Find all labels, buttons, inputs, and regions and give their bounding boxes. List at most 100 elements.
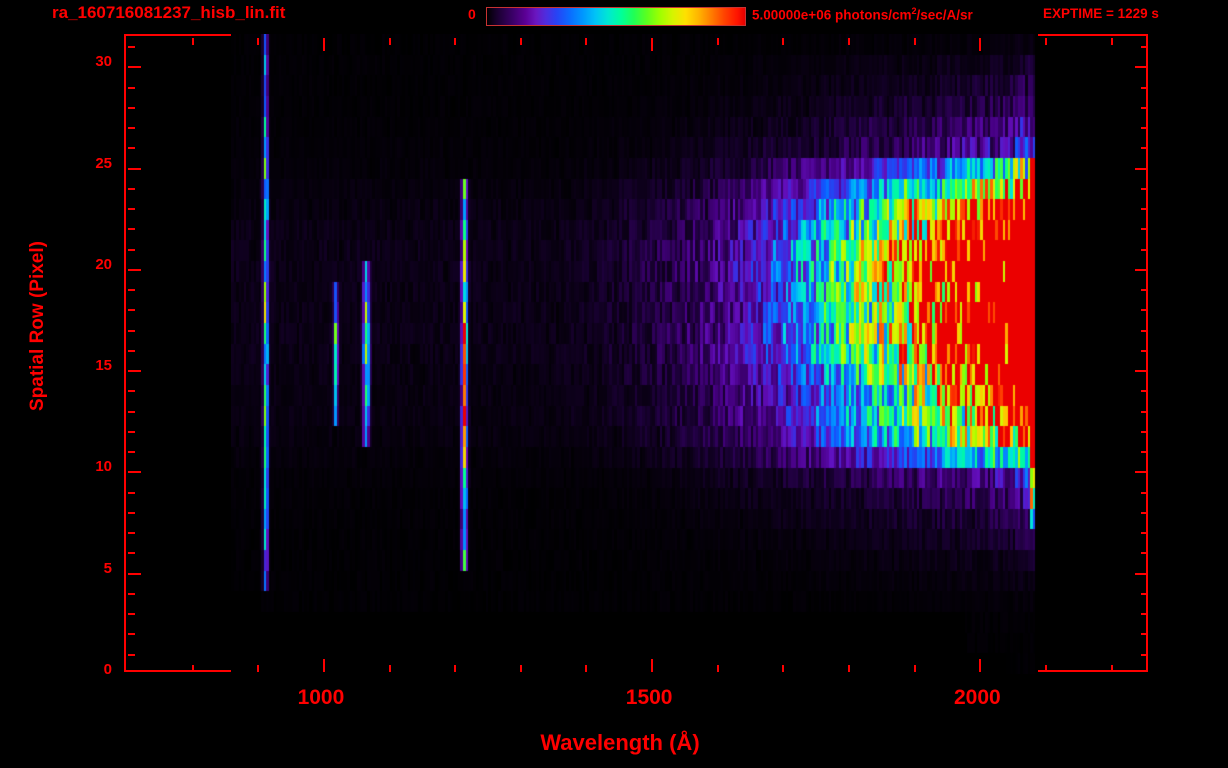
x-minor-tick <box>454 665 456 672</box>
x-major-tick <box>979 659 981 672</box>
x-minor-tick-top <box>1045 38 1047 45</box>
y-minor-tick-right <box>1141 309 1148 311</box>
y-major-tick-right <box>1135 471 1148 473</box>
x-minor-tick <box>1045 665 1047 672</box>
file-title: ra_160716081237_hisb_lin.fit <box>52 3 286 22</box>
y-minor-tick-right <box>1141 431 1148 433</box>
y-minor-tick <box>128 512 135 514</box>
y-tick-label: 10 <box>95 458 112 476</box>
x-minor-tick <box>717 665 719 672</box>
y-minor-tick <box>128 46 135 48</box>
y-minor-tick-right <box>1141 208 1148 210</box>
x-minor-tick-top <box>848 38 850 45</box>
y-minor-tick <box>128 492 135 494</box>
y-minor-tick-right <box>1141 188 1148 190</box>
y-minor-tick <box>128 532 135 534</box>
y-minor-tick-right <box>1141 147 1148 149</box>
x-minor-tick-top <box>914 38 916 45</box>
x-minor-tick <box>1111 665 1113 672</box>
y-minor-tick-right <box>1141 350 1148 352</box>
y-minor-tick-right <box>1141 451 1148 453</box>
y-minor-tick <box>128 289 135 291</box>
colorbar-units-pre: photons/cm <box>831 7 912 23</box>
y-minor-tick <box>128 330 135 332</box>
y-minor-tick-right <box>1141 249 1148 251</box>
y-minor-tick-right <box>1141 654 1148 656</box>
x-major-tick-top <box>979 38 981 51</box>
x-minor-tick-top <box>717 38 719 45</box>
y-minor-tick <box>128 431 135 433</box>
x-minor-tick-top <box>585 38 587 45</box>
y-minor-tick-right <box>1141 633 1148 635</box>
colorbar-gradient <box>486 7 746 26</box>
y-minor-tick-right <box>1141 492 1148 494</box>
y-minor-tick <box>128 147 135 149</box>
heatmap-data-region <box>231 34 1038 674</box>
x-major-tick-top <box>323 38 325 51</box>
y-minor-tick <box>128 633 135 635</box>
x-minor-tick <box>192 665 194 672</box>
y-minor-tick <box>128 350 135 352</box>
x-tick-label: 2000 <box>953 686 1001 709</box>
y-major-tick <box>128 370 141 372</box>
x-major-tick <box>323 659 325 672</box>
y-tick-label: 20 <box>95 255 112 273</box>
heatmap-canvas <box>231 34 1038 674</box>
x-minor-tick-top <box>257 38 259 45</box>
y-minor-tick <box>128 87 135 89</box>
y-major-tick <box>128 269 141 271</box>
y-minor-tick <box>128 552 135 554</box>
colorbar-units-post: /sec/A/sr <box>916 7 973 23</box>
y-major-tick-right <box>1135 168 1148 170</box>
y-major-tick-right <box>1135 573 1148 575</box>
colorbar-min-label: 0 <box>468 6 476 22</box>
exposure-time-label: EXPTIME = 1229 s <box>1043 6 1159 21</box>
y-minor-tick-right <box>1141 289 1148 291</box>
colorbar-units-exponent: 2 <box>911 6 917 16</box>
x-axis-title: Wavelength (Å) <box>540 730 700 755</box>
y-minor-tick-right <box>1141 87 1148 89</box>
y-major-tick <box>128 573 141 575</box>
y-minor-tick <box>128 451 135 453</box>
x-minor-tick <box>585 665 587 672</box>
y-minor-tick-right <box>1141 512 1148 514</box>
y-minor-tick-right <box>1141 593 1148 595</box>
y-minor-tick <box>128 593 135 595</box>
x-minor-tick <box>257 665 259 672</box>
x-minor-tick-top <box>389 38 391 45</box>
y-minor-tick-right <box>1141 228 1148 230</box>
y-minor-tick <box>128 411 135 413</box>
x-minor-tick <box>782 665 784 672</box>
y-tick-label: 0 <box>103 661 112 678</box>
y-tick-label: 30 <box>95 53 112 71</box>
y-minor-tick-right <box>1141 390 1148 392</box>
x-minor-tick <box>389 665 391 672</box>
y-minor-tick-right <box>1141 613 1148 615</box>
y-minor-tick-right <box>1141 330 1148 332</box>
x-minor-tick <box>848 665 850 672</box>
x-minor-tick-top <box>520 38 522 45</box>
y-minor-tick <box>128 613 135 615</box>
x-minor-tick <box>520 665 522 672</box>
x-minor-tick-top <box>454 38 456 45</box>
x-minor-tick-top <box>782 38 784 45</box>
y-minor-tick <box>128 107 135 109</box>
y-minor-tick-right <box>1141 411 1148 413</box>
y-major-tick <box>128 471 141 473</box>
y-minor-tick <box>128 208 135 210</box>
x-minor-tick-top <box>1111 38 1113 45</box>
y-tick-label: 25 <box>95 154 112 172</box>
y-minor-tick <box>128 309 135 311</box>
y-minor-tick <box>128 390 135 392</box>
plot-frame <box>124 34 1148 674</box>
x-tick-label: 1500 <box>625 686 673 709</box>
y-minor-tick-right <box>1141 46 1148 48</box>
y-major-tick-right <box>1135 66 1148 68</box>
y-major-tick-right <box>1135 370 1148 372</box>
x-minor-tick <box>914 665 916 672</box>
x-major-tick <box>651 659 653 672</box>
y-minor-tick-right <box>1141 107 1148 109</box>
y-major-tick <box>128 66 141 68</box>
y-minor-tick-right <box>1141 532 1148 534</box>
